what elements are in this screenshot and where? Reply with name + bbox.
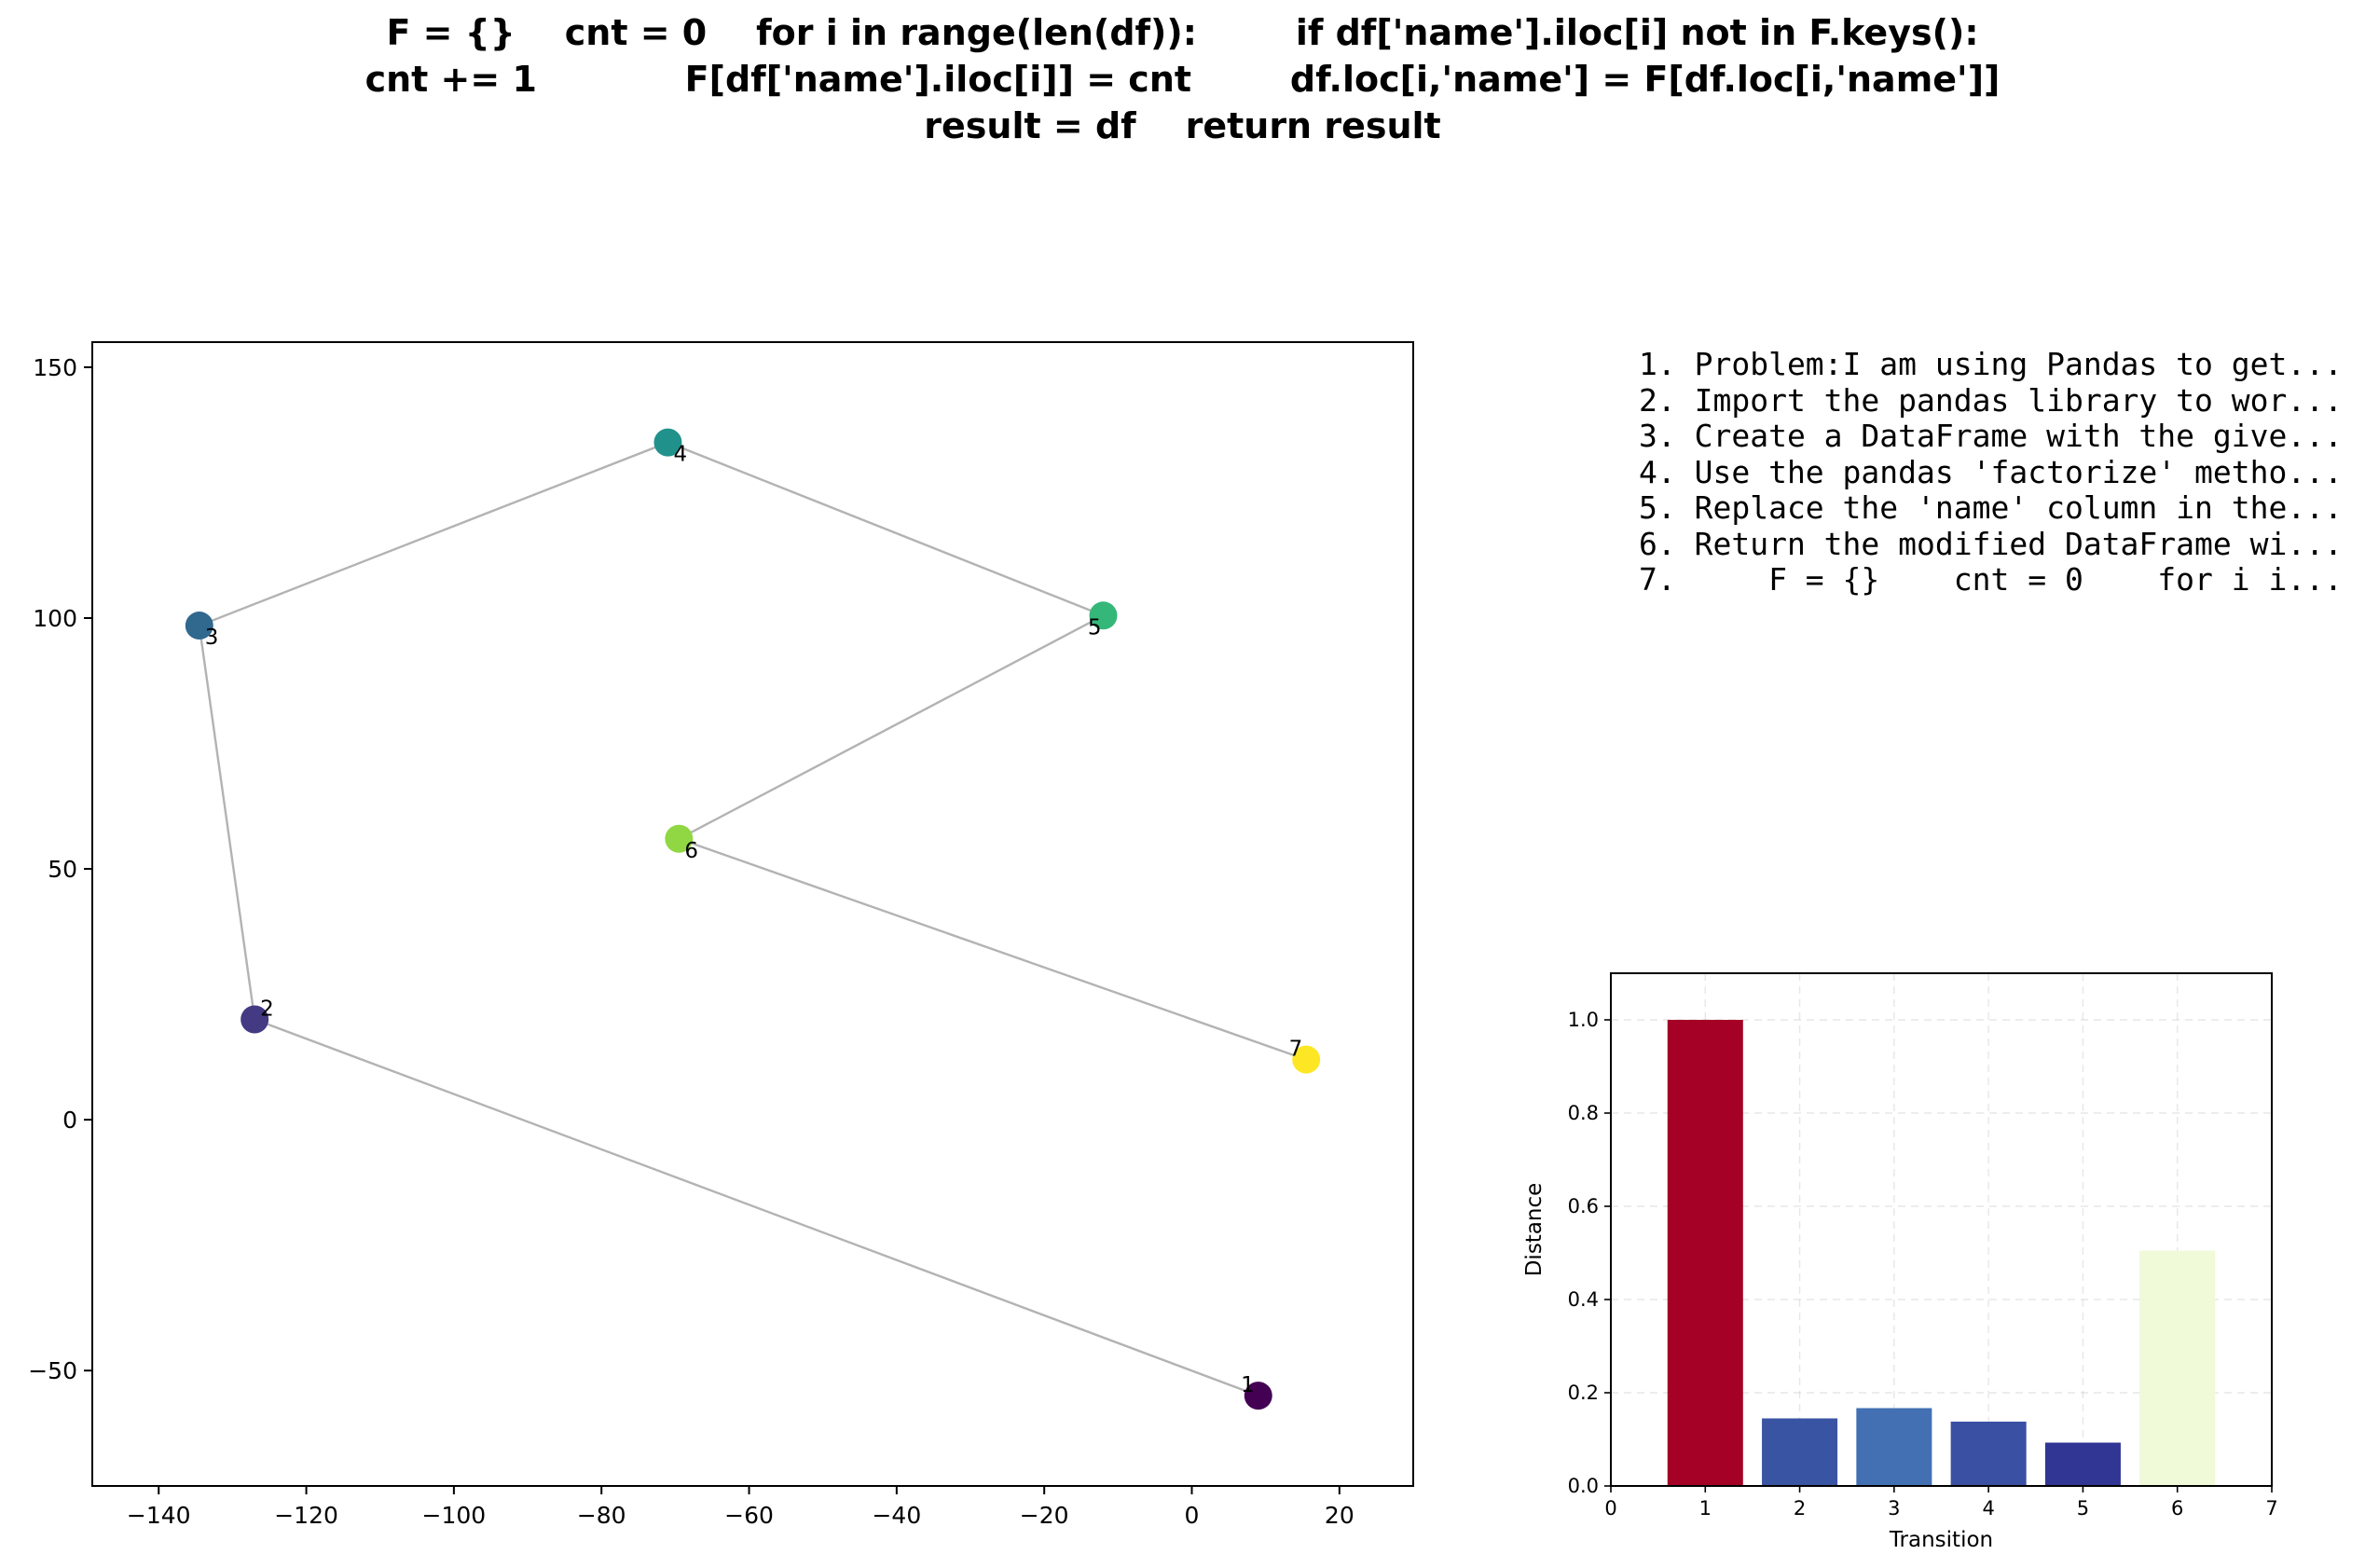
scatter-axes-frame bbox=[91, 341, 1414, 1487]
bar-y-tick-label: 0.0 bbox=[1568, 1475, 1599, 1497]
bar-x-axis-label: Transition bbox=[1889, 1528, 1993, 1552]
bar-x-tick-label: 6 bbox=[2171, 1497, 2183, 1520]
title-line-1: F = {} cnt = 0 for i in range(len(df)): … bbox=[386, 12, 1979, 53]
step-1: 1. Problem:I am using Pandas to get... bbox=[1639, 346, 2343, 382]
steps-list: 1. Problem:I am using Pandas to get... 2… bbox=[1639, 346, 2343, 598]
step-3: 3. Create a DataFrame with the give... bbox=[1639, 418, 2343, 454]
title-line-3: result = df return result bbox=[924, 105, 1441, 146]
bar-axes-frame bbox=[1610, 972, 2273, 1487]
bar-1 bbox=[1667, 1020, 1743, 1486]
scatter-point-5 bbox=[1089, 601, 1118, 630]
scatter-y-tick-label: 150 bbox=[33, 354, 77, 381]
scatter-point-label-2: 2 bbox=[260, 997, 274, 1022]
bar-x-tick-label: 7 bbox=[2265, 1497, 2277, 1520]
scatter-y-tick-label: −50 bbox=[28, 1357, 77, 1384]
bar-y-tick-label: 0.4 bbox=[1568, 1288, 1599, 1311]
scatter-plot: 1 2 3 4 5 6 7 −140 −120 −100 −80 −60 −40 −20 0 20 −50 0 50… bbox=[28, 341, 1414, 1529]
bar-y-tick-label: 0.2 bbox=[1568, 1382, 1599, 1404]
bar-y-tick-label: 0.8 bbox=[1568, 1102, 1599, 1124]
bar-y-tick-label: 0.6 bbox=[1568, 1195, 1599, 1217]
scatter-point-7 bbox=[1292, 1045, 1321, 1074]
scatter-point-label-5: 5 bbox=[1088, 615, 1102, 640]
bar-x-tick-label: 5 bbox=[2077, 1497, 2089, 1520]
scatter-point-label-7: 7 bbox=[1289, 1038, 1303, 1062]
scatter-point-3 bbox=[185, 612, 213, 640]
scatter-y-tick-label: 50 bbox=[48, 856, 77, 883]
bar-6 bbox=[2139, 1250, 2216, 1486]
scatter-path-line bbox=[198, 441, 1307, 1397]
bar-4 bbox=[1950, 1422, 2027, 1486]
scatter-x-tick-label: 20 bbox=[1325, 1502, 1354, 1529]
chart-title: F = {} cnt = 0 for i in range(len(df)): … bbox=[0, 9, 2365, 149]
scatter-y-tick-label: 100 bbox=[33, 605, 77, 632]
scatter-point-label-4: 4 bbox=[673, 443, 687, 467]
bar-y-tick-label: 1.0 bbox=[1568, 1009, 1599, 1031]
scatter-x-tick-label: −80 bbox=[577, 1502, 626, 1529]
scatter-x-tick-label: −40 bbox=[872, 1502, 921, 1529]
scatter-y-tick-label: 0 bbox=[62, 1107, 77, 1134]
scatter-x-tick-label: −60 bbox=[724, 1502, 774, 1529]
scatter-x-tick-label: −20 bbox=[1020, 1502, 1069, 1529]
bar-5 bbox=[2044, 1442, 2121, 1486]
bar-y-axis-label: Distance bbox=[1522, 1183, 1547, 1277]
scatter-point-label-3: 3 bbox=[205, 626, 219, 650]
scatter-point-6 bbox=[665, 824, 694, 853]
bar-plot: 0 1 2 3 4 5 6 7 0.0 0.2 0.4 0.6 0.8 1.0 Transition Dist… bbox=[1522, 972, 2278, 1552]
title-line-2: cnt += 1 F[df['name'].iloc[i]] = cnt df.… bbox=[364, 59, 2001, 100]
scatter-x-tick-label: 0 bbox=[1185, 1502, 1200, 1529]
bar-x-tick-label: 3 bbox=[1888, 1497, 1900, 1520]
scatter-x-tick-label: −140 bbox=[127, 1502, 191, 1529]
scatter-point-4 bbox=[653, 428, 682, 457]
scatter-point-2 bbox=[241, 1005, 269, 1034]
bar-x-tick-label: 4 bbox=[1982, 1497, 1994, 1520]
bar-x-tick-label: 2 bbox=[1794, 1497, 1806, 1520]
bar-2 bbox=[1762, 1418, 1838, 1486]
step-6: 6. Return the modified DataFrame wi... bbox=[1639, 525, 2343, 562]
scatter-point-1 bbox=[1244, 1382, 1272, 1410]
scatter-x-tick-label: −100 bbox=[422, 1502, 487, 1529]
step-4: 4. Use the pandas 'factorize' metho... bbox=[1639, 453, 2343, 490]
step-5: 5. Replace the 'name' column in the... bbox=[1639, 489, 2343, 526]
bar-x-tick-label: 1 bbox=[1699, 1497, 1712, 1520]
scatter-point-label-1: 1 bbox=[1241, 1373, 1255, 1397]
bar-3 bbox=[1856, 1408, 1932, 1486]
bar-x-tick-label: 0 bbox=[1604, 1497, 1616, 1520]
step-7: 7. F = {} cnt = 0 for i i... bbox=[1639, 561, 2343, 598]
scatter-point-label-6: 6 bbox=[684, 839, 698, 863]
scatter-x-tick-label: −120 bbox=[274, 1502, 338, 1529]
step-2: 2. Import the pandas library to wor... bbox=[1639, 381, 2343, 419]
